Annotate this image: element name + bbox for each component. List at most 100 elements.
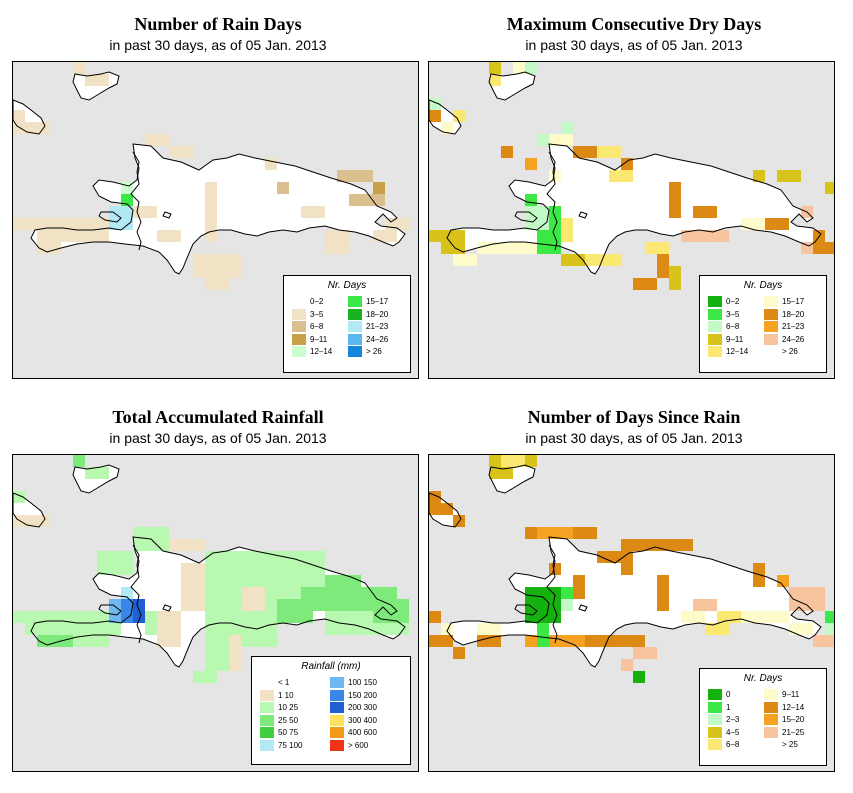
legend-swatch xyxy=(764,726,778,738)
legend-label: 25 50 xyxy=(278,715,299,725)
legend-item: 21–25 xyxy=(764,726,804,738)
legend-swatch xyxy=(764,739,778,751)
legend-label: 15–17 xyxy=(782,297,805,306)
legend-swatch xyxy=(764,689,778,700)
legend-swatch xyxy=(348,321,362,333)
legend-label: 50 75 xyxy=(278,728,299,738)
legend: Nr. Days 0–2 3–5 6–8 9–11 12–14 15–17 18–20 21–2… xyxy=(283,275,411,373)
legend-label: 15–20 xyxy=(782,715,805,725)
map-dry-days: Nr. Days 0–2 3–5 6–8 9–11 12–14 15–17 18–20 21–2… xyxy=(428,61,835,379)
legend-swatch xyxy=(292,333,306,345)
legend-label: 9–11 xyxy=(782,690,800,699)
legend-swatch xyxy=(260,727,274,739)
legend-title: Nr. Days xyxy=(743,673,783,684)
legend-swatch xyxy=(292,321,306,333)
legend-label: 6–8 xyxy=(726,322,740,332)
legend-swatch xyxy=(260,689,274,701)
legend-item: 50 75 xyxy=(260,727,299,739)
legend-swatch xyxy=(330,740,344,751)
legend-swatch xyxy=(708,308,722,320)
legend-label: < 1 xyxy=(278,678,290,687)
legend-label: 400 600 xyxy=(348,728,377,738)
legend-label: 1 xyxy=(726,702,731,712)
legend-item: 21–23 xyxy=(348,321,388,333)
legend-item: 400 600 xyxy=(330,727,377,739)
legend-swatch xyxy=(348,346,362,358)
panel-subtitle: in past 30 days, as of 05 Jan. 2013 xyxy=(525,430,743,446)
legend-swatch xyxy=(292,308,306,320)
panel-rain-days: Number of Rain Days in past 30 days, as … xyxy=(12,0,424,382)
legend-item: 3–5 xyxy=(708,308,739,320)
legend: Nr. Days 0 1 2–3 4–5 6–8 9–11 12–14 15–20 21–25 > … xyxy=(699,668,827,766)
legend-label: 24–26 xyxy=(782,334,805,344)
legend-item: 6–8 xyxy=(708,321,740,333)
legend-swatch xyxy=(708,714,722,726)
legend-item: 3–5 xyxy=(292,308,324,320)
legend-label: 6–8 xyxy=(310,322,324,332)
legend-item: 24–26 xyxy=(764,333,805,345)
legend-label: 0–2 xyxy=(310,297,324,306)
legend-label: 0 xyxy=(726,690,731,699)
legend-label: 9–11 xyxy=(726,334,744,344)
legend-swatch xyxy=(764,321,778,333)
legend-swatch xyxy=(292,346,306,358)
legend-swatch xyxy=(708,333,722,345)
legend-swatch xyxy=(292,296,306,307)
legend-swatch xyxy=(260,702,274,714)
legend-label: > 25 xyxy=(782,740,798,750)
legend-label: 18–20 xyxy=(782,309,805,319)
legend-item: 0 xyxy=(708,689,730,700)
legend-swatch xyxy=(708,321,722,333)
panel-dry-days: Maximum Consecutive Dry Days in past 30 … xyxy=(428,0,840,382)
legend-item: 15–17 xyxy=(764,296,804,307)
legend-swatch xyxy=(764,701,778,713)
legend-item: 18–20 xyxy=(348,308,389,320)
legend-item: 9–11 xyxy=(292,333,328,345)
legend-swatch xyxy=(708,726,722,738)
legend-label: 12–14 xyxy=(782,702,805,712)
legend-item: 12–14 xyxy=(708,346,749,358)
legend-item: 100 150 xyxy=(330,677,377,688)
legend-label: 10 25 xyxy=(278,703,299,713)
legend-item: 4–5 xyxy=(708,726,739,738)
legend-item: 0–2 xyxy=(292,296,323,307)
legend-item: > 26 xyxy=(764,346,798,358)
legend-swatch xyxy=(330,727,344,739)
panel-title: Total Accumulated Rainfall xyxy=(112,407,324,427)
legend-swatch xyxy=(708,701,722,713)
legend-swatch xyxy=(348,308,362,320)
legend-label: 2–3 xyxy=(726,715,740,725)
legend-label: 21–23 xyxy=(782,322,805,332)
legend-label: 200 300 xyxy=(348,703,377,713)
panel-days-since-rain: Number of Days Since Rain in past 30 day… xyxy=(428,393,840,775)
legend-title: Nr. Days xyxy=(743,280,783,291)
legend-swatch xyxy=(764,333,778,345)
legend-label: 18–20 xyxy=(366,309,389,319)
legend-label: 9–11 xyxy=(310,334,328,344)
legend-swatch xyxy=(708,346,722,358)
legend-item: 9–11 xyxy=(764,689,799,700)
legend-item: 15–17 xyxy=(348,296,388,307)
legend-swatch xyxy=(260,677,274,688)
legend-item: 1 xyxy=(708,701,731,713)
legend-item: > 600 xyxy=(330,740,368,751)
legend-item: 9–11 xyxy=(708,333,744,345)
legend-item: 15–20 xyxy=(764,714,805,726)
legend-item: 150 200 xyxy=(330,689,377,701)
legend-item: 1 10 xyxy=(260,689,294,701)
legend-swatch xyxy=(260,714,274,726)
legend-item: 200 300 xyxy=(330,702,377,714)
legend-label: 6–8 xyxy=(726,740,740,750)
legend-item: 6–8 xyxy=(292,321,324,333)
legend-label: 0–2 xyxy=(726,297,740,306)
legend-swatch xyxy=(764,714,778,726)
map-canvas xyxy=(13,455,409,683)
legend-item: 10 25 xyxy=(260,702,299,714)
legend-label: 12–14 xyxy=(726,347,749,357)
legend: Rainfall (mm) < 1 1 10 10 25 25 50 50 75 75 10… xyxy=(251,656,411,765)
legend-label: 75 100 xyxy=(278,741,303,750)
legend-label: 3–5 xyxy=(310,309,324,319)
panel-subtitle: in past 30 days, as of 05 Jan. 2013 xyxy=(109,37,327,53)
legend-swatch xyxy=(260,740,274,751)
legend-label: 100 150 xyxy=(348,678,377,687)
